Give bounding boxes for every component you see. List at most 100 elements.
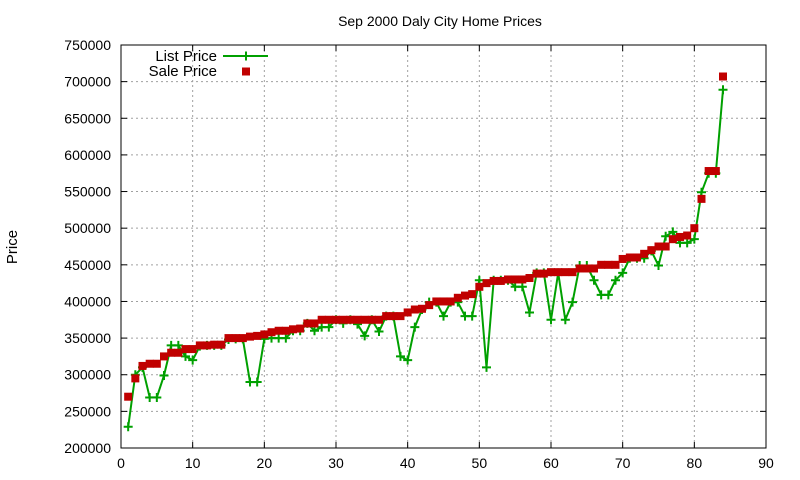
y-tick-label: 250000: [64, 403, 111, 419]
sale-price-point: [303, 319, 312, 328]
x-tick-label: 30: [328, 455, 344, 471]
list-price-point: [654, 261, 663, 271]
sale-price-point: [432, 297, 441, 306]
sale-price-point: [618, 254, 627, 263]
x-tick-label: 70: [615, 455, 631, 471]
sale-price-point: [174, 348, 183, 357]
sale-price-point: [339, 315, 348, 324]
sale-price-point: [332, 315, 340, 324]
list-price-point: [568, 297, 577, 307]
sale-price-point: [160, 352, 168, 361]
sale-price-point: [324, 315, 333, 324]
y-tick-label: 200000: [64, 440, 111, 456]
legend-label-list-price: List Price: [155, 48, 217, 65]
list-price-point: [618, 268, 628, 278]
sale-price-point: [547, 268, 555, 277]
list-price-point: [546, 315, 556, 325]
x-tick-label: 90: [758, 455, 774, 471]
y-tick-label: 550000: [64, 184, 111, 200]
sale-price-point: [403, 308, 412, 317]
list-price-point: [188, 355, 198, 365]
sale-price-point: [260, 330, 269, 339]
chart-title: Sep 2000 Daly City Home Prices: [338, 13, 542, 29]
sale-price-point: [539, 269, 548, 278]
list-price-point: [123, 422, 133, 432]
list-price-point: [467, 311, 477, 321]
x-tick-labels: 0 10 20 30 40 50 60 70 80 90: [117, 455, 774, 471]
sale-price-point: [575, 264, 584, 273]
sale-price-point: [582, 264, 591, 273]
sale-price-point: [267, 328, 276, 337]
sale-price-point: [188, 345, 197, 354]
list-price-point: [589, 275, 599, 285]
list-price-point: [396, 351, 405, 361]
legend-marker-list-price: [241, 51, 251, 61]
list-price-point: [159, 370, 169, 380]
list-price-point: [668, 227, 678, 237]
sale-price-point: [410, 305, 419, 314]
list-price-point: [324, 322, 334, 332]
sale-price-point: [711, 167, 720, 176]
sale-price-point: [167, 348, 176, 357]
sale-price-point: [145, 359, 154, 368]
x-tick-label: 10: [185, 455, 201, 471]
y-tick-labels: 200000 250000 300000 350000 400000 450000 5000…: [64, 37, 111, 456]
x-tick-label: 20: [257, 455, 273, 471]
sale-price-point: [317, 315, 326, 324]
grid-lines: [121, 45, 766, 448]
sale-price-point: [640, 249, 649, 258]
sale-price-point: [475, 282, 484, 291]
sale-price-point: [346, 315, 355, 324]
list-price-point: [152, 392, 162, 402]
list-price-point: [603, 290, 613, 300]
list-price-point: [482, 362, 491, 372]
legend-marker-sale-price: [242, 67, 250, 76]
x-tick-label: 60: [543, 455, 559, 471]
sale-price-point: [224, 334, 233, 343]
sale-price-point: [453, 293, 462, 302]
y-tick-label: 300000: [64, 367, 111, 383]
y-tick-label: 750000: [64, 37, 111, 53]
sale-price-point: [719, 72, 727, 81]
list-price-point: [611, 275, 620, 285]
sale-price-point: [203, 341, 211, 350]
sale-price-point: [668, 235, 677, 244]
sale-price-point: [597, 260, 606, 269]
list-price-point: [374, 326, 384, 336]
sale-price-point: [238, 334, 247, 343]
y-tick-label: 400000: [64, 293, 111, 309]
sale-price-point: [296, 324, 305, 333]
sale-price-point: [281, 326, 290, 335]
sale-price-point: [604, 260, 613, 269]
sale-price-point: [439, 297, 448, 306]
list-price-point: [560, 315, 570, 325]
sale-price-point: [274, 326, 283, 335]
sale-price-point: [131, 374, 140, 383]
sale-price-point: [217, 340, 226, 349]
list-price-point: [439, 311, 448, 321]
sale-price-point: [561, 268, 570, 277]
plot-frame: [120, 44, 767, 449]
y-tick-label: 350000: [64, 330, 111, 346]
list-price-point: [181, 351, 190, 361]
sale-price-point: [525, 274, 534, 283]
sale-price-point: [231, 334, 240, 343]
y-tick-label: 700000: [64, 74, 111, 90]
sale-price-point: [697, 194, 706, 203]
list-price-point: [525, 307, 534, 317]
list-price-point: [310, 326, 319, 336]
sale-price-point: [532, 269, 541, 278]
sale-price-point: [253, 331, 262, 340]
sale-price-point: [246, 332, 254, 341]
sale-price-point: [511, 275, 520, 284]
sale-price-point: [590, 264, 598, 273]
sale-price-point: [375, 315, 383, 324]
y-tick-label: 500000: [64, 220, 111, 236]
list-price-point: [689, 234, 699, 244]
sale-price-point: [353, 315, 362, 324]
sale-price-point: [389, 312, 398, 321]
legend: List Price Sale Price: [149, 48, 268, 80]
list-price-point: [718, 85, 728, 95]
sale-price-point: [489, 276, 498, 285]
legend-label-sale-price: Sale Price: [149, 63, 217, 80]
